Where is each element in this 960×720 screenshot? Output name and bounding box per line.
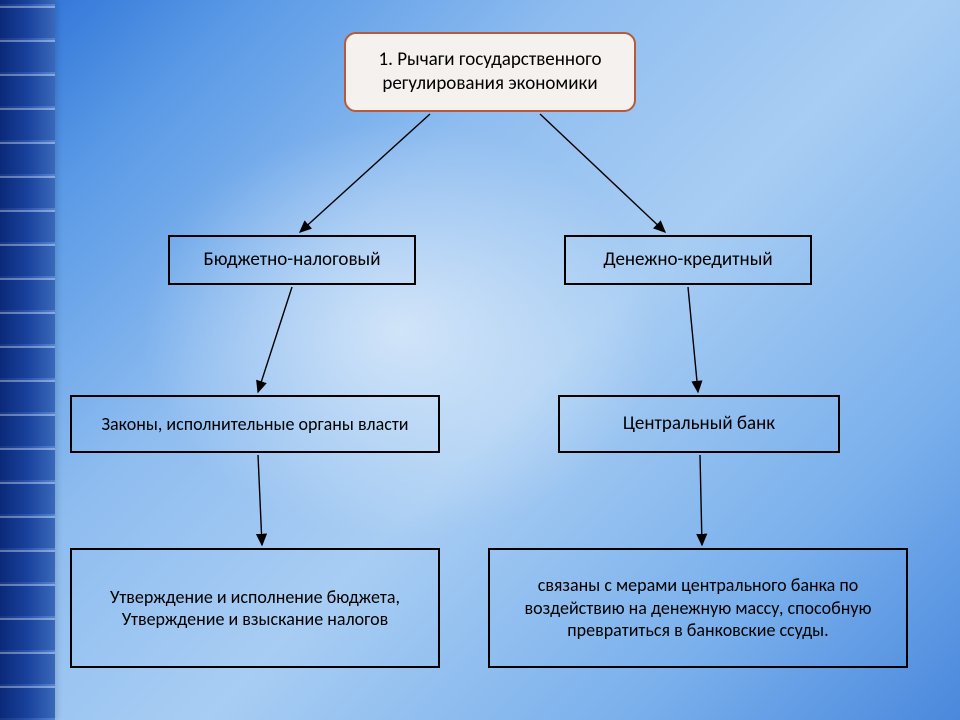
node-budget-detail: Утверждение и исполнение бюджета, Утверж… — [70, 548, 440, 668]
node-budget-detail-label: Утверждение и исполнение бюджета, Утверж… — [82, 586, 428, 631]
left-decor-strip — [0, 0, 55, 720]
node-central-bank: Центральный банк — [558, 395, 840, 453]
node-money-supply-detail: связаны с мерами центрального банка по в… — [488, 548, 908, 668]
edge-left1-left2 — [258, 287, 292, 392]
edge-right2-right3 — [700, 455, 702, 545]
node-monetary-label: Денежно-кредитный — [603, 248, 772, 272]
node-monetary: Денежно-кредитный — [564, 235, 812, 285]
node-fiscal-label: Бюджетно-налоговый — [204, 248, 381, 272]
node-root-label: 1. Рычаги государственного регулирования… — [356, 48, 624, 96]
node-root: 1. Рычаги государственного регулирования… — [344, 32, 636, 112]
edge-root-left1 — [300, 114, 430, 232]
node-fiscal: Бюджетно-налоговый — [168, 235, 416, 285]
highlight-glow — [140, 120, 660, 540]
node-money-supply-detail-label: связаны с мерами центрального банка по в… — [500, 574, 896, 642]
edge-root-right1 — [540, 114, 665, 232]
edge-left2-left3 — [258, 455, 262, 545]
edge-right1-right2 — [688, 287, 698, 392]
node-laws: Законы, исполнительные органы власти — [70, 395, 440, 453]
slide-stage: 1. Рычаги государственного регулирования… — [0, 0, 960, 720]
node-laws-label: Законы, исполнительные органы власти — [101, 413, 408, 436]
node-central-bank-label: Центральный банк — [623, 412, 775, 436]
